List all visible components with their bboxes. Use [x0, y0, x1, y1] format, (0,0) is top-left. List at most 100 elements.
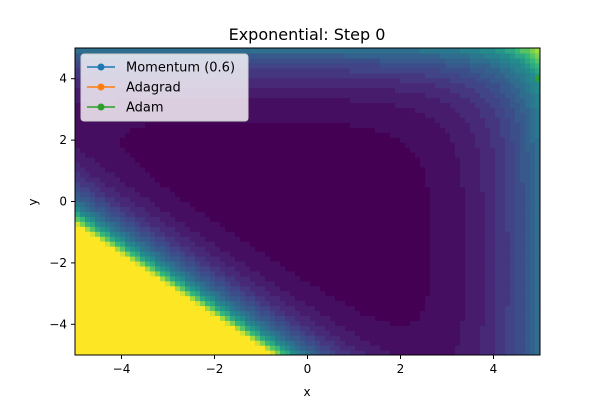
- contour-cell: [210, 270, 216, 277]
- contour-cell: [420, 221, 426, 227]
- contour-cell: [120, 350, 126, 355]
- contour-cell: [260, 345, 266, 351]
- contour-cell: [180, 345, 186, 351]
- contour-cell: [290, 166, 296, 173]
- contour-cell: [120, 226, 126, 232]
- contour-cell: [195, 147, 201, 153]
- contour-cell: [265, 122, 271, 128]
- contour-cell: [335, 186, 341, 193]
- contour-cell: [365, 241, 371, 247]
- contour-cell: [185, 295, 191, 302]
- contour-cell: [460, 147, 466, 153]
- contour-cell: [225, 201, 231, 208]
- contour-cell: [390, 147, 396, 153]
- contour-cell: [330, 196, 336, 203]
- contour-cell: [515, 206, 521, 213]
- contour-cell: [505, 216, 511, 222]
- contour-cell: [340, 166, 346, 173]
- contour-cell: [510, 255, 516, 262]
- contour-cell: [335, 176, 341, 183]
- contour-cell: [395, 206, 401, 213]
- contour-cell: [200, 122, 206, 128]
- contour-cell: [385, 325, 391, 331]
- contour-cell: [170, 280, 176, 287]
- contour-cell: [410, 275, 416, 282]
- contour-cell: [80, 156, 86, 163]
- contour-cell: [270, 147, 276, 153]
- contour-cell: [385, 241, 391, 247]
- contour-cell: [320, 171, 326, 178]
- contour-cell: [285, 117, 291, 123]
- contour-cell: [475, 92, 481, 99]
- contour-cell: [400, 320, 406, 326]
- contour-cell: [330, 87, 336, 94]
- contour-cell: [195, 315, 201, 321]
- contour-cell: [370, 206, 376, 213]
- contour-cell: [120, 122, 126, 128]
- contour-cell: [115, 137, 121, 143]
- contour-cell: [405, 345, 411, 351]
- contour-cell: [165, 270, 171, 277]
- contour-cell: [285, 92, 291, 99]
- contour-cell: [215, 151, 221, 158]
- contour-cell: [445, 280, 451, 287]
- contour-cell: [130, 300, 136, 307]
- contour-cell: [410, 340, 416, 346]
- contour-cell: [75, 156, 81, 163]
- contour-cell: [430, 226, 436, 232]
- contour-cell: [100, 285, 106, 292]
- contour-cell: [180, 270, 186, 277]
- contour-cell: [355, 246, 361, 252]
- contour-cell: [165, 310, 171, 316]
- contour-cell: [440, 226, 446, 232]
- contour-cell: [115, 280, 121, 287]
- contour-cell: [290, 260, 296, 267]
- contour-cell: [140, 305, 146, 312]
- contour-cell: [395, 216, 401, 222]
- contour-cell: [425, 330, 431, 336]
- contour-cell: [290, 280, 296, 287]
- contour-cell: [530, 137, 536, 143]
- contour-cell: [465, 122, 471, 128]
- contour-cell: [170, 221, 176, 227]
- contour-cell: [400, 295, 406, 302]
- contour-cell: [335, 310, 341, 316]
- contour-cell: [500, 295, 506, 302]
- contour-cell: [445, 305, 451, 312]
- contour-cell: [315, 171, 321, 178]
- contour-cell: [505, 305, 511, 312]
- contour-cell: [475, 315, 481, 321]
- contour-cell: [305, 246, 311, 252]
- contour-cell: [425, 246, 431, 252]
- contour-cell: [475, 285, 481, 292]
- contour-cell: [155, 181, 161, 188]
- contour-cell: [220, 132, 226, 138]
- contour-cell: [185, 340, 191, 346]
- contour-cell: [345, 231, 351, 237]
- contour-cell: [235, 325, 241, 331]
- contour-cell: [370, 300, 376, 307]
- contour-cell: [310, 127, 316, 133]
- contour-cell: [380, 201, 386, 208]
- contour-cell: [105, 176, 111, 183]
- contour-cell: [365, 147, 371, 153]
- contour-cell: [245, 176, 251, 183]
- contour-cell: [180, 246, 186, 252]
- contour-cell: [535, 241, 540, 247]
- contour-cell: [300, 137, 306, 143]
- contour-cell: [300, 117, 306, 123]
- contour-cell: [265, 166, 271, 173]
- contour-cell: [455, 255, 461, 262]
- contour-cell: [265, 315, 271, 321]
- contour-cell: [85, 226, 91, 232]
- contour-cell: [535, 335, 540, 341]
- contour-cell: [80, 270, 86, 277]
- contour-cell: [520, 350, 526, 355]
- contour-cell: [385, 127, 391, 133]
- contour-cell: [520, 270, 526, 277]
- contour-cell: [150, 137, 156, 143]
- contour-cell: [300, 221, 306, 227]
- contour-cell: [170, 275, 176, 282]
- contour-cell: [525, 142, 531, 148]
- contour-cell: [295, 137, 301, 143]
